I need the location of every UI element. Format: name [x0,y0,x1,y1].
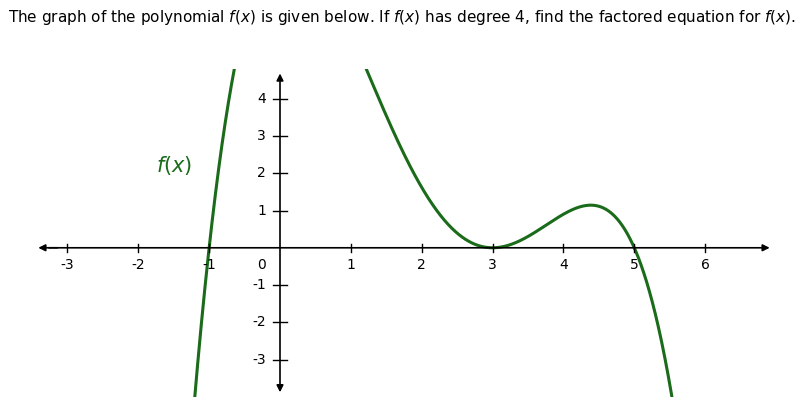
Text: 5: 5 [630,258,638,272]
Text: -2: -2 [253,315,266,329]
Text: -3: -3 [61,258,74,272]
Text: 0: 0 [258,258,266,272]
Text: -3: -3 [253,353,266,367]
Text: 4: 4 [559,258,568,272]
Text: -2: -2 [131,258,145,272]
Text: -1: -1 [252,278,266,292]
Text: 6: 6 [701,258,710,272]
Text: -1: -1 [202,258,216,272]
Text: $f(x)$: $f(x)$ [156,154,192,177]
Text: 4: 4 [258,92,266,106]
Text: 2: 2 [258,166,266,180]
Text: 1: 1 [346,258,355,272]
Text: 3: 3 [258,129,266,143]
Text: 2: 2 [418,258,426,272]
Text: The graph of the polynomial $f(x)$ is given below. If $f(x)$ has degree 4, find : The graph of the polynomial $f(x)$ is gi… [8,8,796,27]
Text: 3: 3 [488,258,497,272]
Text: 1: 1 [258,203,266,217]
